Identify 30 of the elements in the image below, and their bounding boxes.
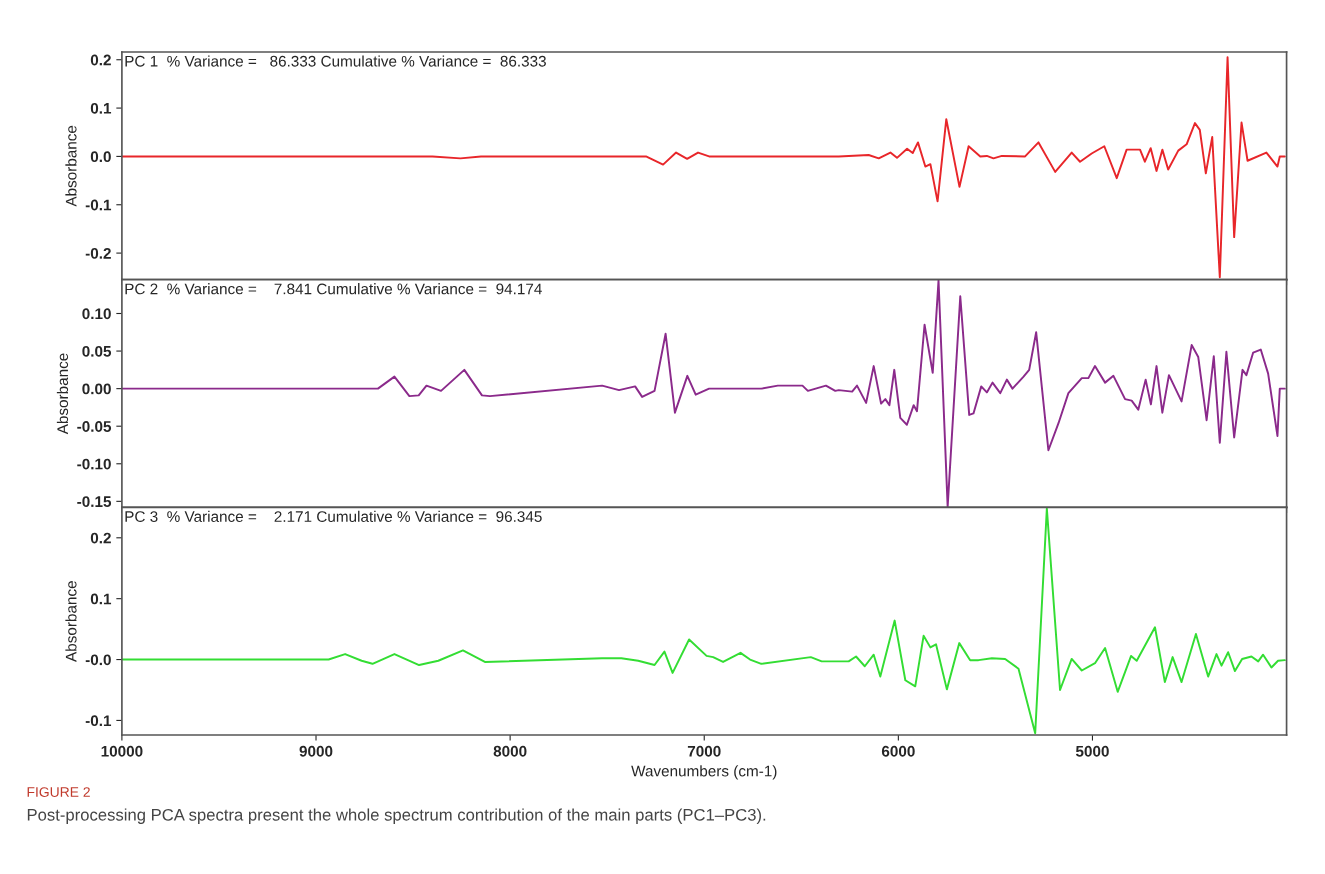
y-tick-label: 0.10 [82,308,111,320]
y-tick-label: 0.05 [82,345,112,357]
x-tick-label: 9000 [299,745,333,757]
y-tick-label: -0.0 [85,654,111,666]
y-tick-label: -0.10 [77,458,111,470]
y-tick-label: 0.0 [90,151,111,163]
y-axis-title: Absorbance [56,353,69,435]
y-tick-label: 0.2 [90,532,111,544]
y-tick-label: -0.05 [77,421,112,432]
caption: FIGURE 2 [27,787,90,797]
y-axis-title: Absorbance [65,125,77,207]
x-tick-label: 7000 [687,745,721,757]
y-tick-label: -0.1 [85,199,112,211]
text: Post-processing PCA spectra present the whole spectrum contribution of the main parts (PC1–PC3). [27,808,766,824]
y-tick-label: 0.00 [82,383,111,395]
annotation: PC 1 % Variance = 86.333 Cumulative % Variance = 86.333 [125,55,546,67]
annotation: PC 2 % Variance = 7.841 Cumulative % Variance = 94.174 [125,283,542,295]
y-tick-label: -0.15 [77,496,112,508]
annotation: PC 3 % Variance = 2.171 Cumulative % Variance = 96.345 [125,510,542,522]
y-tick-label: 0.2 [90,54,111,66]
y-tick-label: 0.1 [90,102,112,114]
x-tick-label: 8000 [493,745,527,757]
x-axis-title: Wavenumbers (cm-1) [631,765,777,780]
y-tick-label: -0.2 [85,247,111,259]
x-tick-label: 6000 [881,745,915,757]
y-tick-label: 0.1 [90,593,112,605]
x-tick-label: 10000 [101,745,143,757]
x-tick-label: 5000 [1075,745,1109,757]
y-tick-label: -0.1 [85,715,112,727]
y-axis-title: Absorbance [65,581,77,662]
